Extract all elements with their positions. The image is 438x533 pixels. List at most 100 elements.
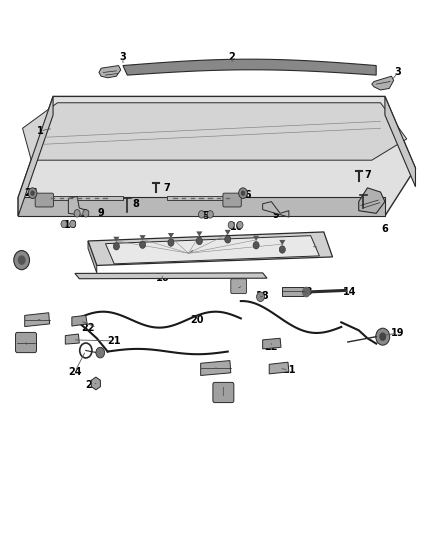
Polygon shape (196, 231, 202, 237)
Polygon shape (42, 196, 123, 200)
Polygon shape (65, 334, 79, 344)
Polygon shape (166, 196, 232, 200)
Polygon shape (168, 233, 174, 238)
Text: 7: 7 (364, 170, 371, 180)
Text: 10: 10 (64, 220, 77, 230)
Text: 8: 8 (133, 199, 139, 209)
Text: 3: 3 (120, 52, 126, 61)
Circle shape (196, 237, 202, 245)
Polygon shape (106, 236, 319, 264)
Text: 23: 23 (29, 314, 42, 325)
Text: 17: 17 (234, 282, 247, 292)
Circle shape (83, 209, 89, 217)
Text: 9: 9 (98, 208, 105, 219)
FancyBboxPatch shape (223, 193, 241, 207)
Text: 22: 22 (265, 342, 278, 352)
Text: 21: 21 (107, 336, 121, 346)
Text: 7: 7 (163, 183, 170, 193)
Circle shape (241, 190, 245, 196)
Polygon shape (88, 232, 332, 265)
Circle shape (198, 211, 205, 218)
Text: 9: 9 (272, 211, 279, 221)
Circle shape (96, 348, 105, 358)
Polygon shape (75, 273, 267, 279)
Polygon shape (92, 377, 100, 390)
Polygon shape (283, 287, 304, 296)
Circle shape (225, 236, 231, 243)
Circle shape (207, 211, 213, 218)
Circle shape (74, 209, 80, 217)
Polygon shape (279, 240, 286, 245)
Circle shape (257, 292, 265, 302)
FancyBboxPatch shape (231, 279, 247, 294)
Polygon shape (263, 201, 289, 217)
Text: 26: 26 (238, 190, 252, 200)
Text: 4: 4 (46, 199, 52, 209)
Text: 16: 16 (155, 273, 169, 283)
Text: 2: 2 (229, 52, 236, 61)
Text: 3: 3 (395, 68, 401, 77)
FancyBboxPatch shape (35, 193, 53, 207)
Polygon shape (72, 316, 87, 326)
Text: 15: 15 (16, 255, 29, 265)
Text: 24: 24 (68, 367, 81, 377)
Text: 5: 5 (202, 211, 209, 221)
Circle shape (253, 241, 259, 249)
Circle shape (70, 220, 76, 228)
Polygon shape (68, 196, 88, 216)
Circle shape (30, 190, 35, 196)
Polygon shape (225, 230, 231, 235)
Text: 8: 8 (364, 193, 371, 204)
FancyBboxPatch shape (213, 382, 234, 402)
Polygon shape (113, 237, 120, 242)
Circle shape (239, 188, 247, 198)
Polygon shape (253, 236, 259, 241)
Polygon shape (359, 188, 385, 213)
Text: 20: 20 (191, 314, 204, 325)
Text: 5: 5 (80, 209, 87, 220)
Text: 12: 12 (182, 248, 195, 258)
Polygon shape (99, 66, 121, 78)
Text: 4: 4 (233, 199, 240, 209)
Circle shape (28, 188, 37, 198)
Circle shape (168, 239, 174, 246)
Polygon shape (88, 241, 97, 273)
Text: 26: 26 (25, 188, 38, 198)
Text: 14: 14 (343, 287, 357, 297)
Polygon shape (25, 313, 49, 327)
Polygon shape (269, 362, 289, 374)
Text: 18: 18 (256, 291, 269, 301)
Text: 21: 21 (282, 365, 296, 375)
Circle shape (14, 251, 29, 270)
Circle shape (376, 328, 390, 345)
Polygon shape (385, 96, 416, 187)
Text: 10: 10 (230, 222, 243, 232)
Circle shape (237, 221, 243, 229)
Polygon shape (18, 96, 53, 216)
Text: 6: 6 (381, 224, 389, 235)
Text: 1: 1 (37, 126, 43, 136)
Circle shape (302, 287, 311, 297)
Circle shape (279, 246, 286, 253)
Text: 22: 22 (81, 322, 95, 333)
Polygon shape (140, 235, 146, 240)
Text: 25: 25 (217, 393, 230, 403)
Polygon shape (372, 76, 394, 90)
Text: 23: 23 (212, 362, 226, 373)
Text: 25: 25 (20, 342, 34, 352)
Circle shape (113, 243, 120, 250)
Text: 27: 27 (86, 379, 99, 390)
Circle shape (140, 241, 146, 248)
Circle shape (228, 221, 234, 229)
Polygon shape (22, 103, 407, 160)
Text: 19: 19 (391, 328, 405, 338)
Polygon shape (18, 197, 385, 216)
Circle shape (61, 220, 67, 228)
Circle shape (18, 255, 25, 265)
Polygon shape (263, 338, 281, 349)
Polygon shape (201, 361, 231, 375)
Text: 13: 13 (300, 287, 313, 297)
Polygon shape (123, 59, 376, 75)
Circle shape (379, 333, 386, 341)
FancyBboxPatch shape (15, 333, 36, 353)
